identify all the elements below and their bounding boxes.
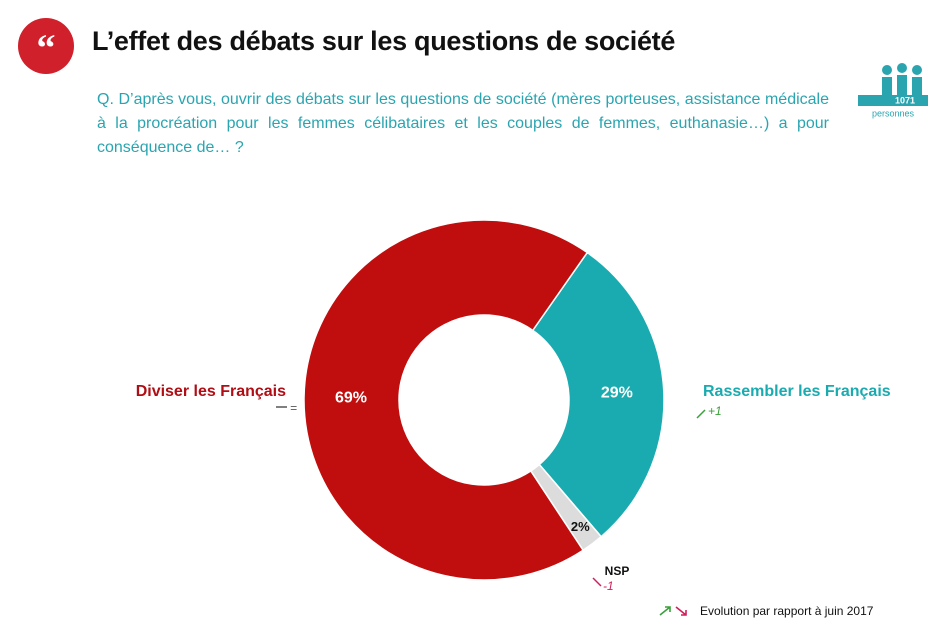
value-label: 29% [601,385,633,402]
people-icon [858,63,928,106]
category-label: NSP [605,564,630,578]
value-label: 69% [335,389,367,406]
question: Q. D’après vous, ouvrir des débats sur l… [97,91,829,156]
category-label: Diviser les Français [136,383,286,400]
sample-unit: personnes [872,108,915,118]
change-arrow [592,577,602,587]
category-label: Rassembler les Français [703,383,891,400]
change-arrow [696,409,706,419]
note: Evolution par rapport à juin 2017 [700,604,874,618]
donut-segment [303,219,589,581]
change-label: = [290,401,297,415]
quote-mark: “ [37,28,56,70]
value-label: 2% [571,519,590,534]
quote-icon [18,18,74,74]
donut-segment [531,251,665,538]
change-label: +1 [708,404,722,418]
change-label: -1 [603,579,614,593]
sample-count: 1071 [895,95,915,105]
note-arrows [659,606,687,616]
title: L’effet des débats sur les questions de … [92,26,676,56]
